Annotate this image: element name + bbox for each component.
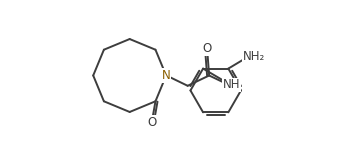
Text: N: N — [162, 69, 171, 82]
Text: NH: NH — [223, 78, 240, 91]
Text: O: O — [148, 116, 157, 129]
Text: NH₂: NH₂ — [243, 50, 265, 63]
Text: O: O — [203, 42, 212, 55]
